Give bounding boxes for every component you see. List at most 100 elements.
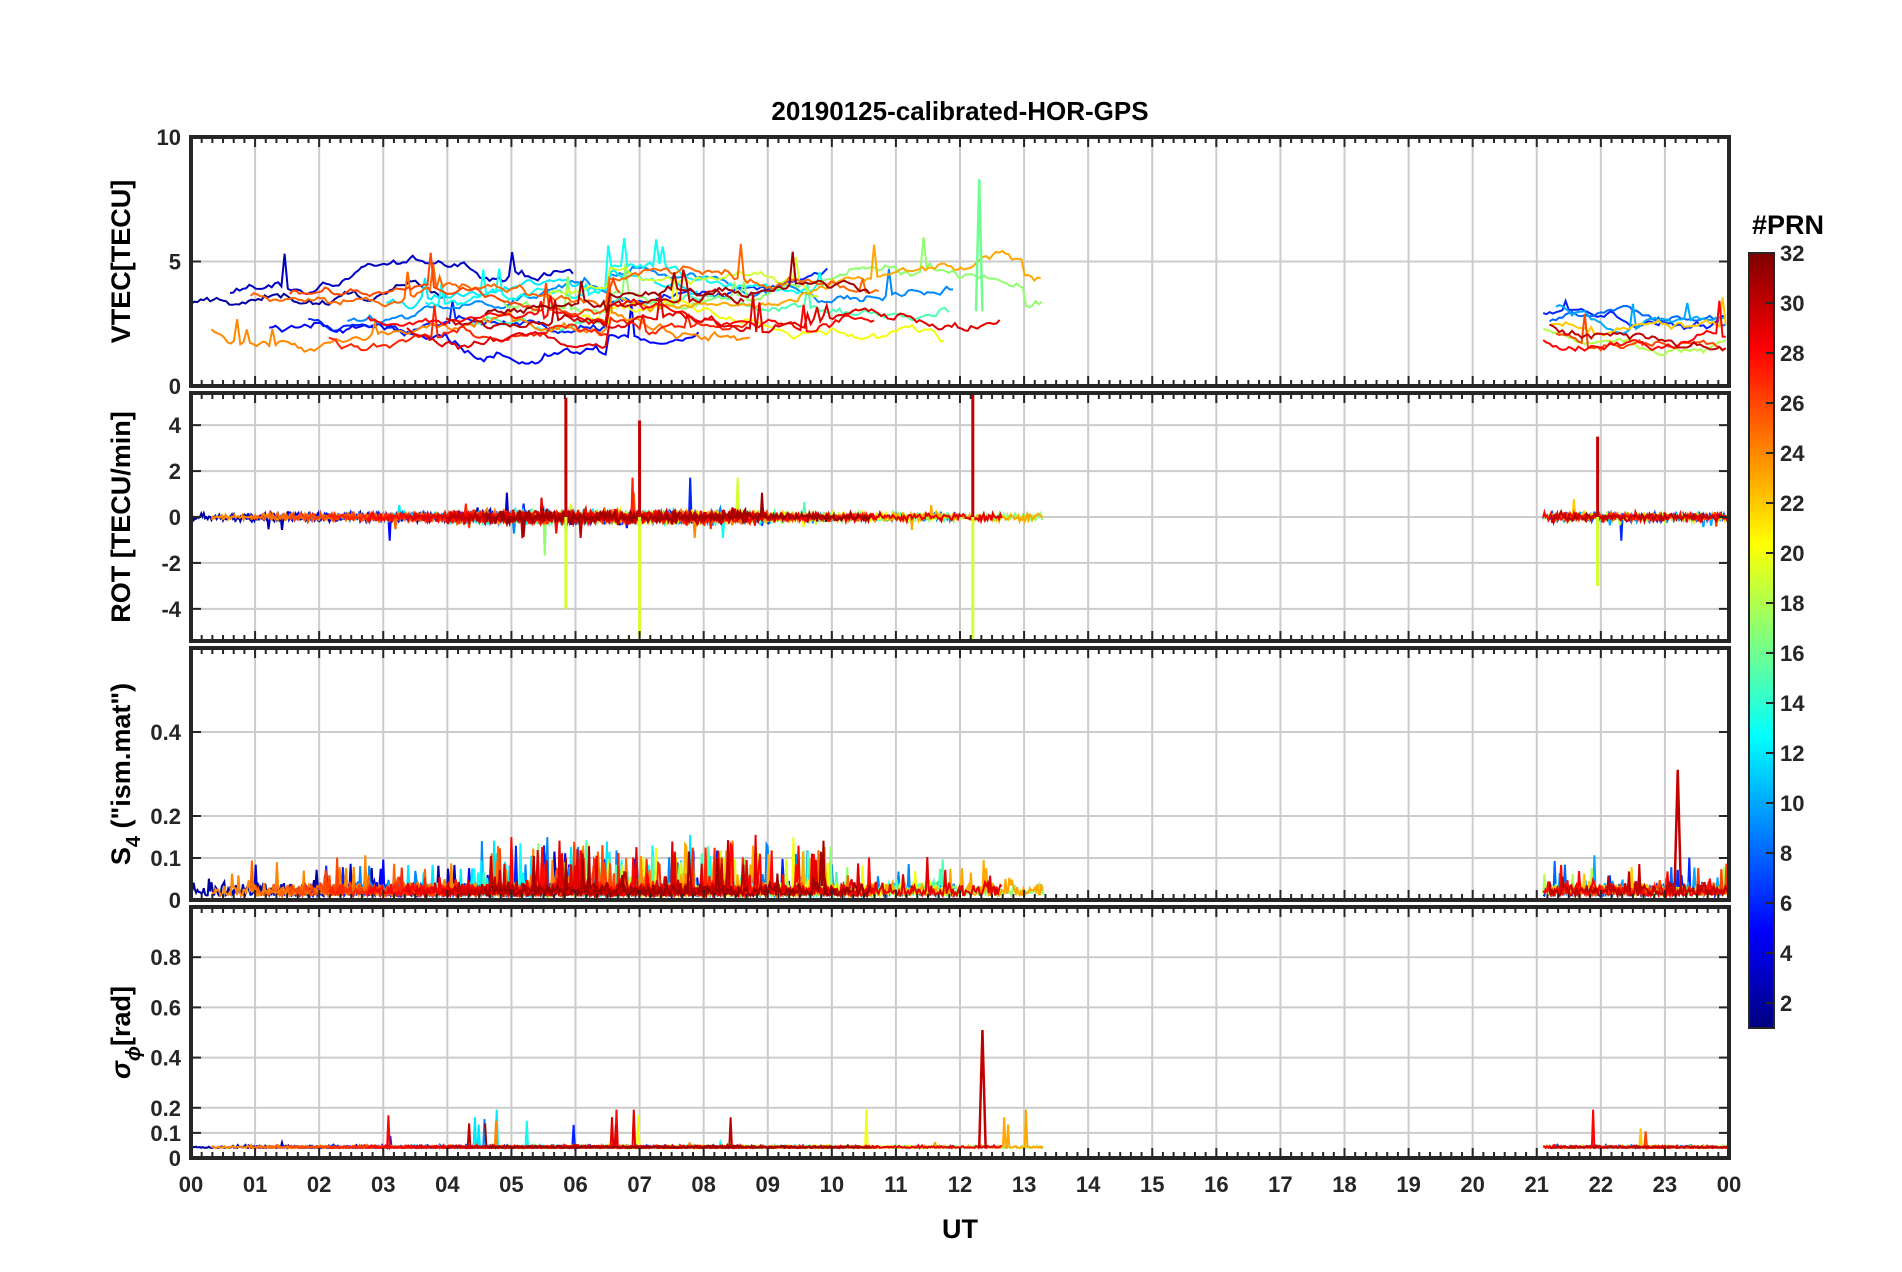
series-prn-31: [484, 251, 871, 316]
colorbar-tick-label: 18: [1780, 591, 1804, 616]
panel-vtec: 0 5 10 VTEC[TECU]: [106, 125, 1731, 399]
x-tick-label: 07: [627, 1172, 651, 1197]
x-tick-label: 16: [1204, 1172, 1228, 1197]
x-tick-label: 02: [307, 1172, 331, 1197]
series-prn-10: [1555, 302, 1727, 335]
colorbar-tick-label: 20: [1780, 541, 1804, 566]
x-tick-label: 08: [691, 1172, 715, 1197]
series-prn-2: [191, 279, 448, 306]
y-tick-label: -4: [161, 597, 181, 622]
x-tick-label: 15: [1140, 1172, 1164, 1197]
colorbar-tick-label: 4: [1780, 941, 1793, 966]
y-axis-label-s4: S4 ("ism.mat"): [106, 683, 145, 865]
colorbar-tick-label: 8: [1780, 841, 1792, 866]
series-prn-31: [484, 492, 872, 537]
colorbar-tick-label: 26: [1780, 391, 1804, 416]
peak-mark: [1673, 769, 1683, 892]
y-tick-label: 2: [169, 459, 181, 484]
series-prn-6: [308, 267, 829, 337]
panel-s4: 0 0.1 0.2 0.4S4 ("ism.mat"): [106, 646, 1731, 913]
series-prn-30: [1548, 864, 1729, 900]
colorbar-tick-label: 6: [1780, 891, 1792, 916]
series-prn-30: [1549, 323, 1727, 352]
x-axis-label: UT: [942, 1214, 978, 1244]
x-tick-label: 19: [1396, 1172, 1420, 1197]
x-tick-label: 05: [499, 1172, 523, 1197]
x-tick-label: 12: [948, 1172, 972, 1197]
colorbar-tick-label: 16: [1780, 641, 1804, 666]
y-tick-label: 10: [157, 125, 181, 150]
series-prn-6: [1542, 297, 1727, 331]
y-tick-label: 0.4: [150, 1046, 181, 1071]
colorbar-tick-label: 12: [1780, 741, 1804, 766]
x-tick-label: 00: [179, 1172, 203, 1197]
x-tick-label: 01: [243, 1172, 267, 1197]
y-tick-label: 0: [169, 374, 181, 399]
x-tick-label: 20: [1460, 1172, 1484, 1197]
peak-mark: [977, 1029, 987, 1148]
x-tick-label: 14: [1076, 1172, 1101, 1197]
series-prn-26: [288, 252, 621, 316]
series-prn-29: [406, 292, 1001, 351]
y-tick-label: 0: [169, 1146, 181, 1171]
series-group-rot: [191, 393, 1729, 641]
series-prn-30: [1549, 1144, 1729, 1150]
panel-sigma_phi: 00.10.2 0.4 0.6 0.8σϕ[rad]: [106, 905, 1731, 1171]
series-prn-13: [424, 237, 824, 307]
y-tick-label: 4: [169, 413, 182, 438]
colorbar-tick-label: 28: [1780, 341, 1804, 366]
y-tick-label: 0: [169, 505, 181, 530]
y-tick-label: -2: [161, 551, 181, 576]
x-tick-label: 23: [1653, 1172, 1677, 1197]
x-tick-label: 21: [1525, 1172, 1549, 1197]
series-group-s4: [191, 769, 1729, 900]
series-prn-30: [1549, 508, 1729, 527]
x-tick-label: 18: [1332, 1172, 1356, 1197]
y-tick-label: 0: [169, 888, 181, 913]
y-tick-label: 5: [169, 250, 181, 275]
colorbar-gradient: [1748, 252, 1775, 1029]
series-prn-27: [328, 305, 750, 352]
y-tick-label: 0.4: [150, 720, 181, 745]
colorbar-tick-label: 32: [1780, 241, 1804, 266]
series-prn-22: [1549, 297, 1727, 337]
y-tick-label: 0.1: [150, 1121, 181, 1146]
y-axis-label-vtec: VTEC[TECU]: [106, 180, 136, 344]
x-tick-label: 22: [1589, 1172, 1613, 1197]
x-tick-label: 00: [1717, 1172, 1741, 1197]
colorbar-tick-label: 2: [1780, 991, 1792, 1016]
x-tick-label: 03: [371, 1172, 395, 1197]
series-prn-28: [1542, 300, 1726, 352]
peak-mark: [974, 179, 984, 312]
x-tick-label: 06: [563, 1172, 587, 1197]
x-tick-label: 10: [820, 1172, 844, 1197]
chart-title: 20190125-calibrated-HOR-GPS: [771, 96, 1148, 126]
colorbar-ticks: 32 30 28 26 24 22 20 18 16 14 12 10 8 6 4 2: [1766, 241, 1805, 1016]
series-prn-5: [269, 303, 700, 365]
colorbar-tick-label: 10: [1780, 791, 1804, 816]
colorbar-tick-label: 30: [1780, 291, 1804, 316]
y-tick-label: 0.2: [150, 804, 181, 829]
x-tick-label: 17: [1268, 1172, 1292, 1197]
colorbar-tick-label: 14: [1780, 691, 1805, 716]
series-prn-8: [1549, 304, 1727, 328]
x-tick-label: 04: [435, 1172, 460, 1197]
x-tick-label: 09: [756, 1172, 780, 1197]
y-tick-label: 0.2: [150, 1096, 181, 1121]
panel-rot: -4 -2 0 2 4 ROT [TECU/min]: [106, 391, 1731, 643]
x-tick-label: 13: [1012, 1172, 1036, 1197]
series-prn-20: [581, 272, 945, 343]
series-prn-3: [229, 251, 574, 296]
colorbar-tick-label: 22: [1780, 491, 1804, 516]
y-axis-label-sigma_phi: σϕ[rad]: [106, 986, 145, 1079]
series-group-sigma_phi: [191, 1029, 1729, 1151]
series-prn-30: [445, 269, 745, 330]
series-prn-31: [484, 840, 872, 900]
y-tick-label: 0.8: [150, 945, 181, 970]
series-prn-25: [249, 243, 879, 308]
colorbar: #PRN 32 30 28 26 24 22 20 18 16 14 12 10 8 6 4 2: [1748, 210, 1824, 1029]
series-prn-31: [484, 1123, 872, 1150]
colorbar-label: #PRN: [1752, 210, 1824, 240]
